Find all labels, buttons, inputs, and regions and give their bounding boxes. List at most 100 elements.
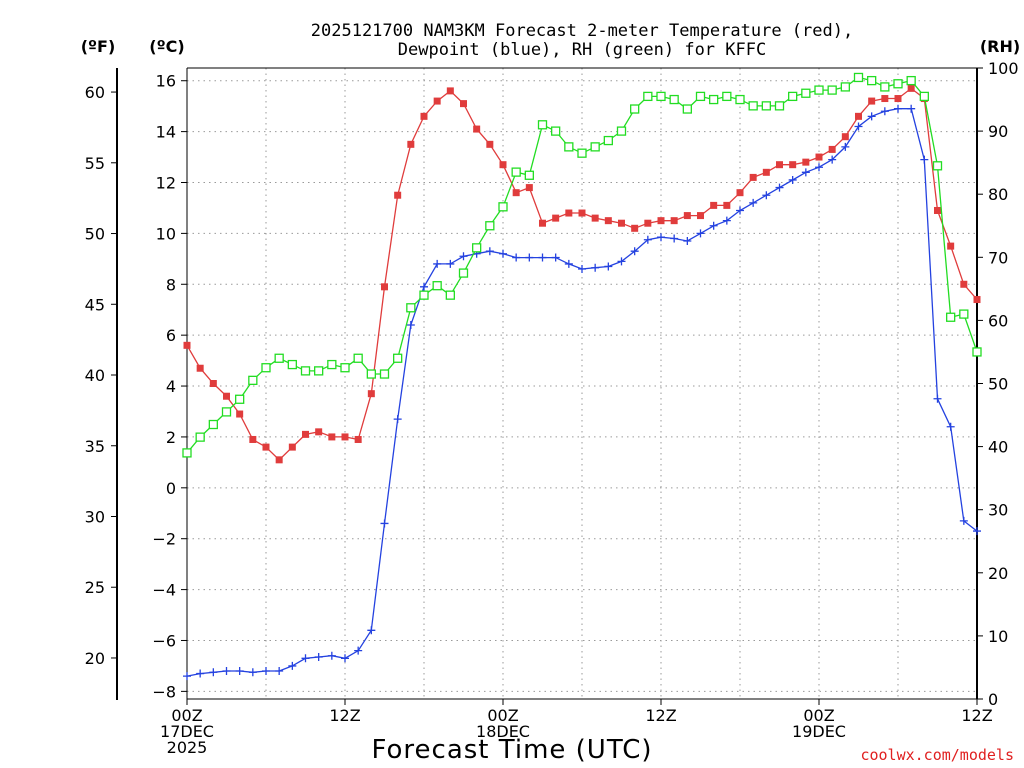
series-dewpoint bbox=[183, 104, 981, 681]
data-point-marker bbox=[537, 120, 548, 130]
data-point-marker bbox=[682, 104, 692, 114]
data-point-marker bbox=[446, 259, 455, 268]
data-point-marker bbox=[460, 100, 467, 108]
data-point-marker bbox=[933, 394, 942, 403]
celsius-tick-label: 12 bbox=[156, 173, 176, 192]
data-point-marker bbox=[328, 433, 336, 441]
data-point-marker bbox=[196, 364, 204, 372]
data-point-marker bbox=[433, 259, 442, 268]
data-series bbox=[182, 72, 982, 681]
data-point-marker bbox=[458, 268, 469, 278]
data-point-marker bbox=[631, 224, 639, 232]
data-point-marker bbox=[524, 170, 534, 180]
tick-labels: 1614121086420−2−4−6−86055504540353025201… bbox=[85, 59, 1019, 757]
data-point-marker bbox=[959, 516, 968, 525]
data-point-marker bbox=[445, 290, 455, 300]
data-point-marker bbox=[749, 173, 757, 181]
data-point-marker bbox=[815, 163, 823, 172]
celsius-tick-label: 10 bbox=[156, 224, 176, 243]
data-point-marker bbox=[275, 456, 283, 464]
x-tick-label: 00Z bbox=[487, 706, 518, 725]
data-point-marker bbox=[881, 95, 889, 103]
rh-tick-label: 10 bbox=[988, 627, 1008, 646]
celsius-tick-label: 14 bbox=[156, 123, 176, 142]
data-point-marker bbox=[182, 448, 192, 458]
data-point-marker bbox=[788, 91, 798, 102]
data-point-marker bbox=[919, 91, 929, 102]
data-point-marker bbox=[657, 217, 665, 225]
rh-tick-label: 20 bbox=[988, 564, 1008, 583]
data-point-marker bbox=[459, 252, 468, 261]
celsius-tick-label: −8 bbox=[152, 682, 176, 701]
data-point-marker bbox=[419, 290, 429, 300]
data-point-marker bbox=[973, 527, 981, 536]
data-point-marker bbox=[512, 253, 521, 262]
data-point-marker bbox=[565, 209, 573, 217]
data-point-marker bbox=[657, 233, 665, 242]
data-point-marker bbox=[314, 366, 324, 376]
data-point-marker bbox=[209, 380, 217, 387]
data-point-marker bbox=[486, 140, 494, 148]
data-point-marker bbox=[354, 646, 363, 655]
data-point-marker bbox=[894, 104, 902, 113]
data-point-marker bbox=[578, 209, 586, 217]
data-point-marker bbox=[512, 189, 520, 197]
rh-tick-label: 50 bbox=[988, 375, 1008, 394]
data-point-marker bbox=[235, 667, 244, 676]
data-point-marker bbox=[710, 201, 718, 209]
rh-tick-label: 80 bbox=[988, 185, 1008, 204]
data-point-marker bbox=[656, 91, 666, 102]
data-point-marker bbox=[618, 219, 625, 227]
data-point-marker bbox=[788, 175, 797, 184]
data-point-marker bbox=[868, 97, 876, 105]
data-point-marker bbox=[709, 221, 718, 230]
data-point-marker bbox=[432, 281, 442, 291]
data-point-marker bbox=[827, 85, 837, 95]
fahrenheit-tick-label: 25 bbox=[85, 578, 105, 597]
data-point-marker bbox=[934, 206, 941, 214]
celsius-tick-label: −6 bbox=[152, 631, 176, 650]
fahrenheit-unit-label: (ºF) bbox=[81, 37, 116, 56]
data-point-marker bbox=[341, 433, 349, 441]
data-point-marker bbox=[274, 353, 284, 363]
data-point-marker bbox=[669, 94, 679, 105]
data-point-marker bbox=[643, 91, 653, 102]
data-point-marker bbox=[644, 219, 652, 227]
data-point-marker bbox=[853, 72, 864, 83]
x-tick-label: 18DEC bbox=[476, 722, 530, 741]
fahrenheit-tick-label: 50 bbox=[85, 225, 105, 244]
rh-tick-label: 100 bbox=[988, 59, 1019, 78]
data-point-marker bbox=[722, 216, 731, 225]
rh-tick-label: 60 bbox=[988, 311, 1008, 330]
data-point-marker bbox=[381, 283, 388, 291]
data-point-marker bbox=[670, 217, 678, 225]
data-point-marker bbox=[420, 282, 428, 291]
chart-title-line2: Dewpoint (blue), RH (green) for KFFC bbox=[398, 40, 766, 60]
data-point-marker bbox=[855, 112, 862, 120]
data-point-marker bbox=[695, 91, 706, 102]
data-point-marker bbox=[420, 112, 428, 120]
series-rh bbox=[182, 72, 982, 458]
rh-tick-label: 0 bbox=[988, 690, 998, 709]
data-point-marker bbox=[564, 142, 574, 152]
data-point-marker bbox=[287, 359, 297, 370]
x-tick-label: 12Z bbox=[961, 706, 992, 725]
data-point-marker bbox=[525, 253, 534, 262]
data-point-marker bbox=[302, 430, 309, 438]
data-point-marker bbox=[815, 153, 823, 161]
credit-text: coolwx.com/models bbox=[860, 746, 1014, 764]
data-point-marker bbox=[590, 142, 600, 152]
data-point-marker bbox=[828, 145, 836, 153]
data-point-marker bbox=[630, 104, 640, 114]
data-point-marker bbox=[774, 101, 785, 111]
axes bbox=[111, 67, 983, 705]
data-point-marker bbox=[539, 219, 546, 227]
data-point-marker bbox=[498, 202, 508, 212]
data-point-marker bbox=[249, 435, 257, 443]
data-point-marker bbox=[696, 229, 705, 238]
data-point-marker bbox=[946, 312, 956, 322]
data-point-marker bbox=[196, 669, 205, 678]
fahrenheit-tick-label: 40 bbox=[85, 366, 105, 385]
data-point-marker bbox=[776, 161, 783, 169]
data-point-marker bbox=[880, 82, 890, 92]
